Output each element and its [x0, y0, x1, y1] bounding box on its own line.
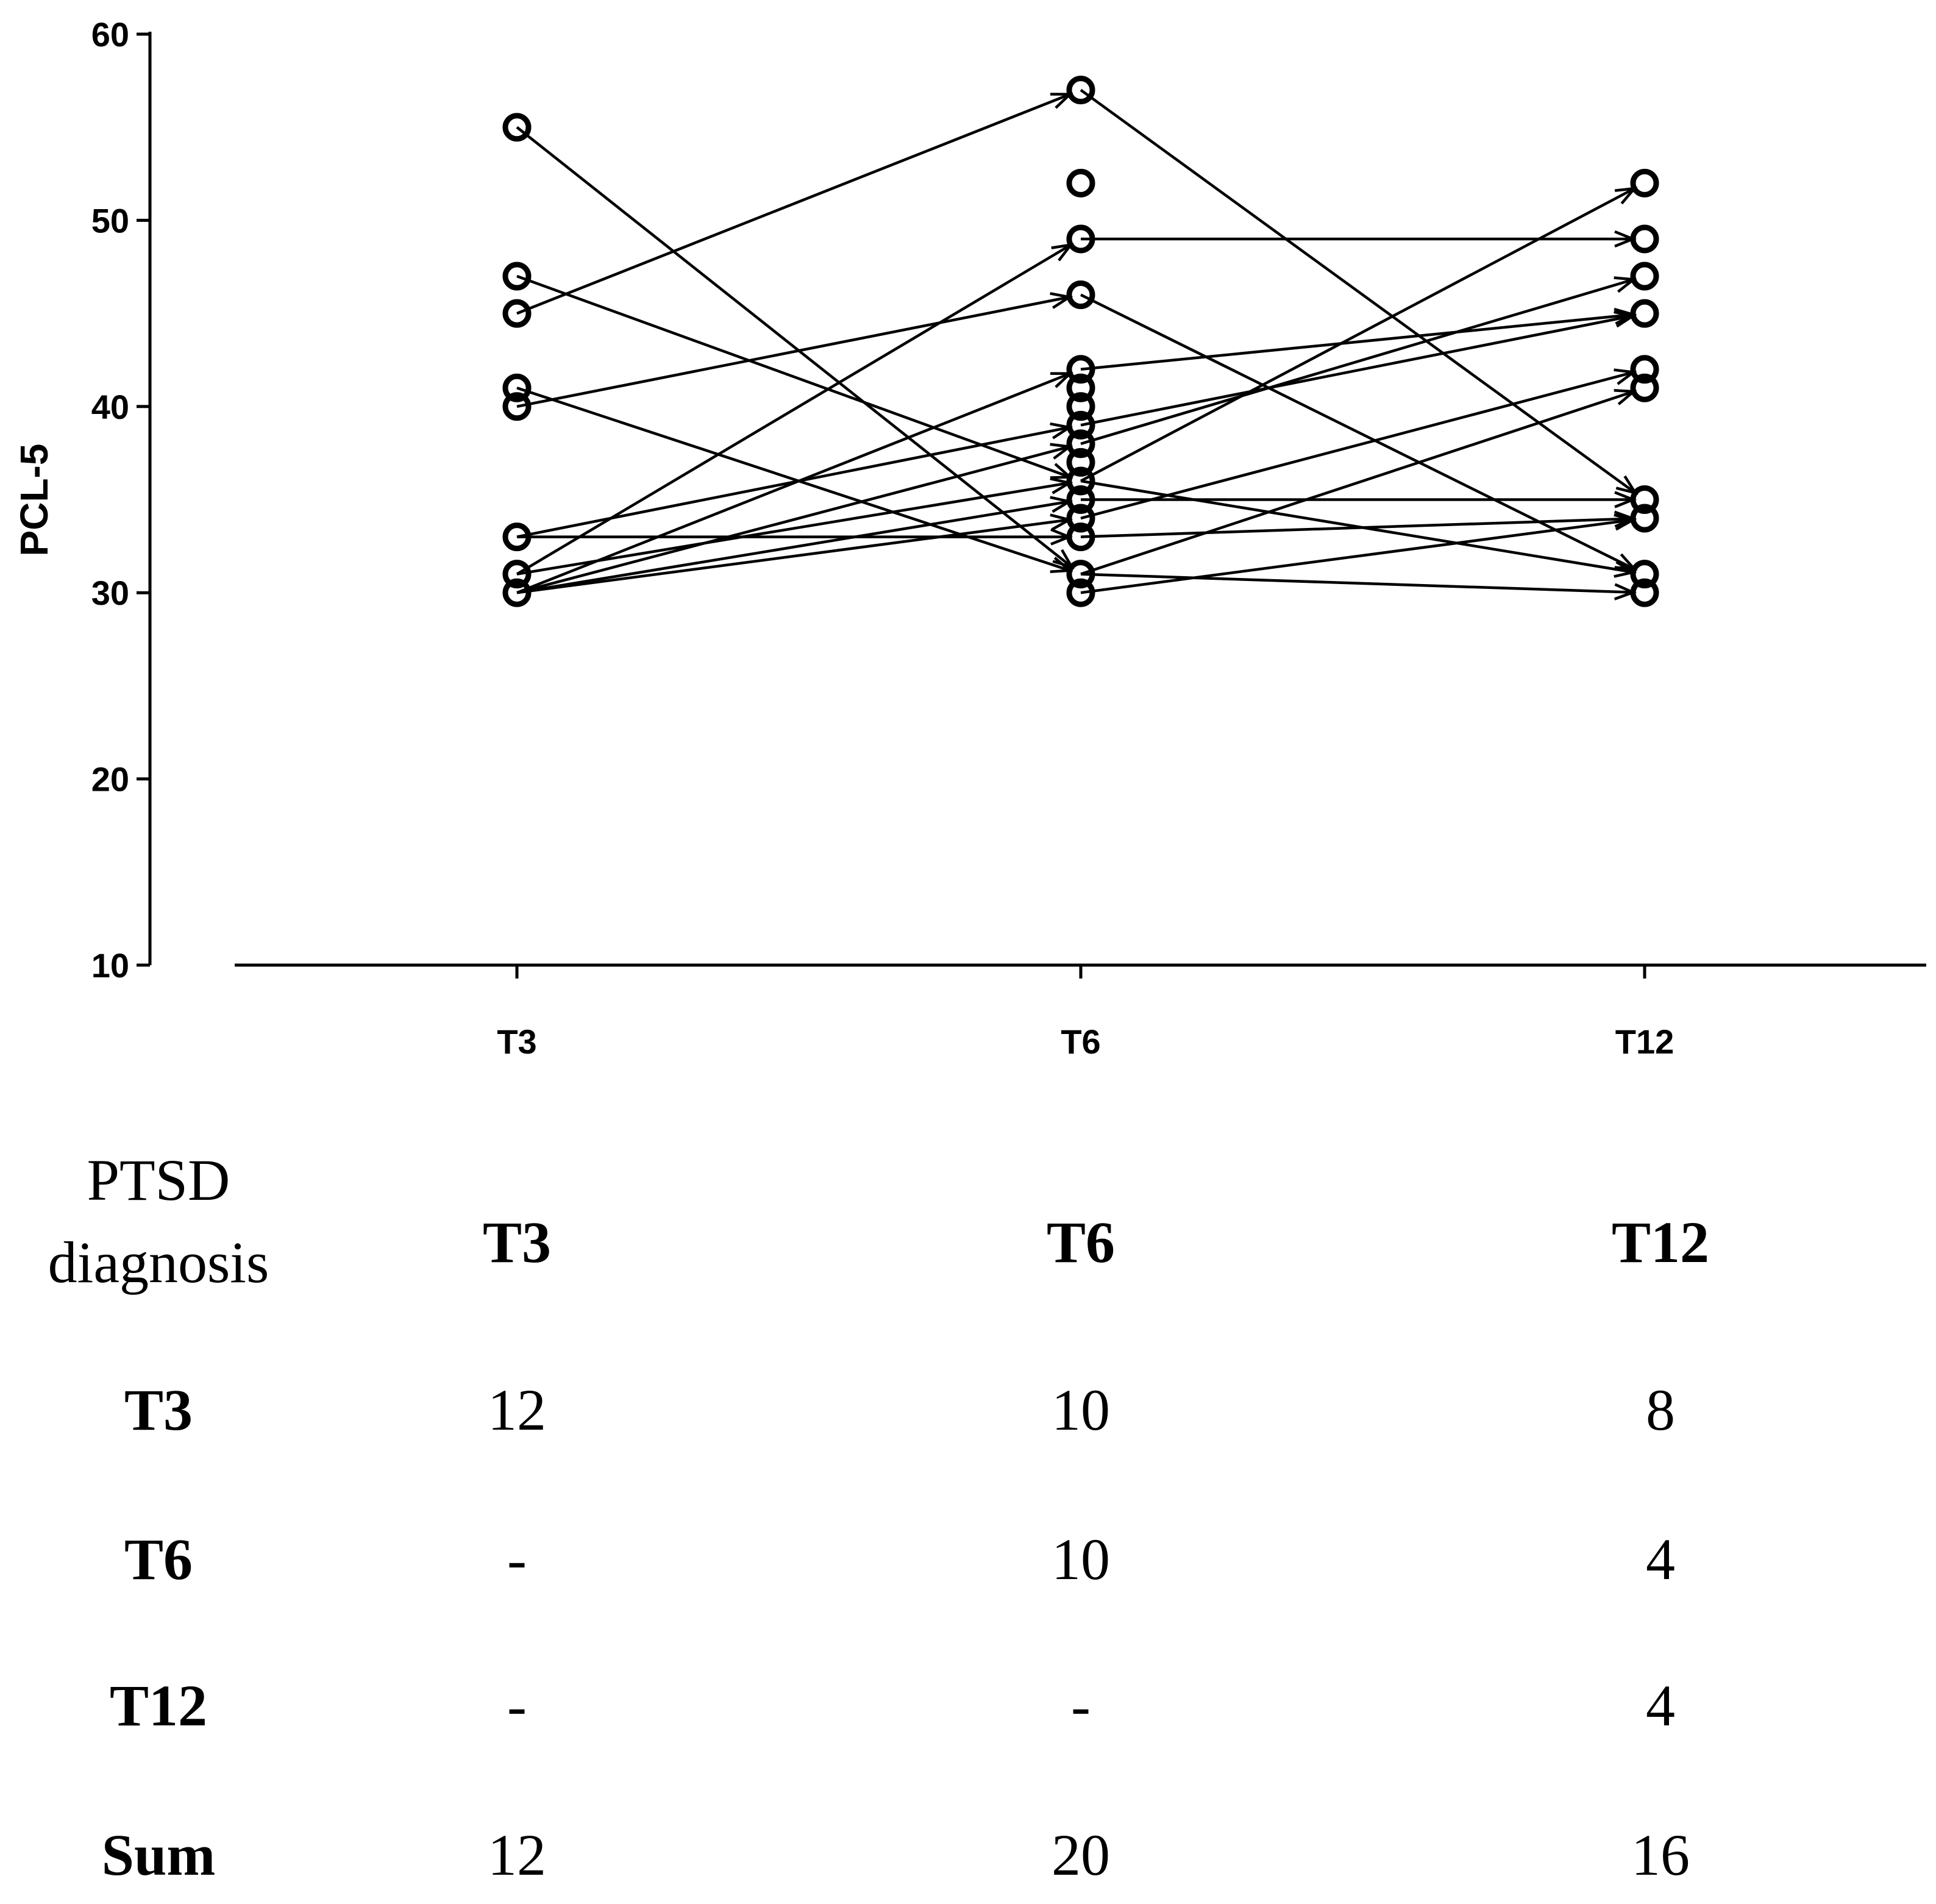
x-ticks: T3 T6 T12: [497, 965, 1674, 1061]
series-segment: [516, 518, 1070, 594]
table-column-header: T12: [1612, 1210, 1709, 1275]
y-axis-label: PCL-5: [12, 444, 56, 557]
data-point: [1066, 280, 1095, 310]
data-point: [1630, 355, 1659, 384]
table-cell: 12: [488, 1822, 546, 1888]
data-point: [1066, 522, 1095, 552]
table-cell: -: [507, 1673, 527, 1738]
data-point: [1066, 392, 1095, 421]
series-segment: [1080, 293, 1635, 571]
series-segment: [516, 126, 1073, 568]
series-segment: [1080, 517, 1634, 538]
data-point: [1066, 224, 1095, 254]
y-tick-label: 20: [91, 760, 129, 799]
data-point: [1066, 504, 1095, 533]
data-point: [502, 522, 532, 552]
table-cell: 4: [1646, 1673, 1675, 1738]
data-point: [1066, 485, 1095, 514]
table-cell: 4: [1646, 1527, 1675, 1592]
x-tick-label: T6: [1061, 1022, 1100, 1061]
data-point: [1630, 168, 1659, 198]
table-row-label: T3: [124, 1377, 193, 1442]
data-point: [1066, 429, 1095, 458]
data-point: [1630, 224, 1659, 254]
table-cell: 12: [488, 1377, 546, 1442]
data-point: [1630, 485, 1659, 514]
series-segment: [1080, 314, 1634, 427]
series-segment: [1080, 518, 1634, 594]
data-point: [1066, 355, 1095, 384]
series-segment: [516, 274, 1070, 479]
series-segment: [516, 445, 1070, 594]
table-cell: 10: [1052, 1527, 1110, 1592]
table-corner-label-line1: PTSD: [87, 1147, 230, 1213]
table-cell: 10: [1052, 1377, 1110, 1442]
y-tick-label: 60: [91, 15, 129, 54]
data-point: [1066, 410, 1095, 440]
series-segment: [516, 500, 1070, 594]
data-point: [502, 578, 532, 607]
data-point: [502, 560, 532, 589]
x-tick-label: T3: [497, 1022, 536, 1061]
series-segment: [1080, 390, 1634, 576]
series-segment: [1080, 371, 1634, 520]
series-segment: [1080, 88, 1636, 494]
series-segment: [516, 481, 1070, 576]
y-tick-label: 40: [91, 388, 129, 426]
series-segment: [516, 93, 1071, 315]
data-point: [502, 373, 532, 402]
data-point: [1630, 504, 1659, 533]
series-segment: [516, 243, 1072, 576]
table-cell: -: [507, 1527, 527, 1592]
series-segment: [1080, 572, 1634, 594]
data-point: [502, 262, 532, 291]
data-points: [502, 76, 1659, 607]
data-point: [1066, 373, 1095, 402]
y-tick-label: 50: [91, 201, 129, 240]
table-column-header: T3: [483, 1210, 551, 1275]
chart-plot-area: 10 20 30 40 50 60 T3 T6 T12 PCL-5: [12, 15, 1926, 1061]
data-point: [1066, 168, 1095, 198]
data-point: [1066, 578, 1095, 607]
data-point: [502, 113, 532, 142]
data-point: [1066, 466, 1095, 496]
series-segment: [1080, 313, 1634, 371]
data-point: [1630, 560, 1659, 589]
table-body: T3 T6 T12 T3 12 10 8 T6 - 10 4 T12 - - 4 Sum 12 20 16: [102, 1210, 1709, 1888]
data-point: [502, 299, 532, 328]
table-cell: 16: [1631, 1822, 1690, 1888]
table-row-label: Sum: [102, 1822, 216, 1888]
data-point: [1066, 447, 1095, 477]
series-arrowhead: [1051, 243, 1074, 262]
data-point: [1630, 578, 1659, 607]
table-cell: 8: [1646, 1377, 1675, 1442]
y-ticks: 10 20 30 40 50 60: [91, 15, 150, 985]
series-segment: [1080, 278, 1634, 446]
y-tick-label: 10: [91, 946, 129, 985]
table-row-label: T6: [124, 1527, 193, 1592]
data-point: [502, 392, 532, 421]
data-point: [1066, 76, 1095, 105]
data-point: [1630, 262, 1659, 291]
series-segment: [516, 296, 1070, 408]
series-segment: [1080, 187, 1635, 482]
table-row-label: T12: [110, 1673, 207, 1738]
x-tick-label: T12: [1615, 1022, 1674, 1061]
table-cell: -: [1071, 1673, 1091, 1738]
table-column-header: T6: [1047, 1210, 1115, 1275]
y-tick-label: 30: [91, 574, 129, 612]
data-point: [1066, 560, 1095, 589]
series-segment: [516, 387, 1070, 572]
diagnosis-table: PTSD diagnosis T3 T6 T12 T3 12 10 8 T6 - 10 4 T12 - -…: [48, 1147, 1709, 1888]
table-cell: 20: [1052, 1822, 1110, 1888]
data-point: [1630, 299, 1659, 328]
series-lines: [516, 88, 1639, 601]
table-corner-label-line2: diagnosis: [48, 1230, 269, 1295]
series-segment: [516, 372, 1071, 594]
data-point: [1630, 373, 1659, 402]
